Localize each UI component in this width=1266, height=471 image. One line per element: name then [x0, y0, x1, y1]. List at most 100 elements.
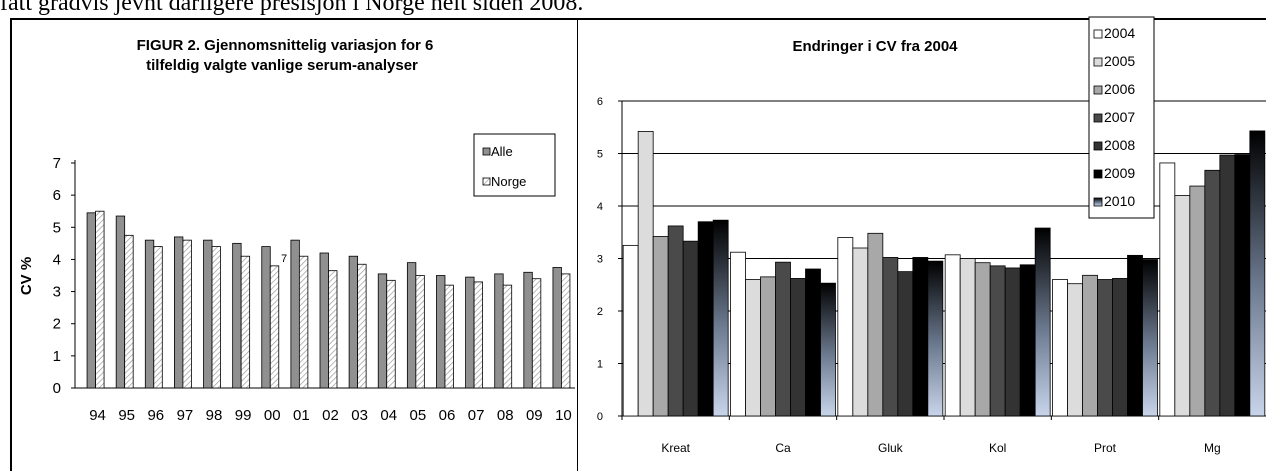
legend-swatch-2006 — [1093, 85, 1103, 95]
legend-label-2006: 2006 — [1104, 81, 1135, 97]
chart2-bar-2010 — [712, 219, 729, 417]
chart-figur-2: FIGUR 2. Gjennomsnittelig variasjon for … — [18, 37, 575, 424]
chart2-x-tick-label: Kreat — [661, 441, 690, 455]
chart2-bar-2005 — [1174, 195, 1191, 417]
chart2-bar-2006 — [1189, 185, 1206, 417]
chart1-x-tick-label: 04 — [380, 407, 397, 424]
chart1-bar-norge — [531, 278, 542, 389]
chart2-title: Endringer i CV fra 2004 — [792, 38, 958, 55]
chart2-bar-2008 — [897, 271, 914, 417]
chart1-bar-norge — [386, 279, 396, 389]
chart2-bar-2006 — [760, 276, 776, 417]
chart2-bar-2004 — [1052, 279, 1068, 417]
legend-swatch-2010 — [1093, 197, 1103, 207]
chart2-bar-2004 — [944, 254, 961, 417]
chart2-bar-2007 — [667, 225, 684, 417]
chart1-bar-norge — [328, 270, 338, 389]
chart2-bar-2005 — [852, 247, 869, 417]
chart2-bar-2006 — [1082, 274, 1098, 417]
chart2-bar-2009 — [1234, 154, 1251, 417]
chart2-x-tick-label: Kol — [989, 441, 1006, 455]
chart2-bar-2008 — [1112, 278, 1128, 417]
legend-label-2008: 2008 — [1104, 137, 1135, 153]
legend-swatch-2005 — [1093, 57, 1103, 67]
chart2-bar-2009 — [1127, 254, 1143, 417]
chart2-bar-2008 — [1219, 154, 1236, 417]
chart1-title-line-2: tilfeldig valgte vanlige serum-analyser — [146, 57, 418, 74]
chart2-bar-2008 — [682, 240, 699, 417]
chart2-bar-2007 — [1097, 279, 1113, 417]
chart2-y-tick-label: 3 — [597, 254, 603, 266]
chart2-x-tick-label: Mg — [1204, 441, 1221, 455]
legend-label-2005: 2005 — [1104, 53, 1135, 69]
legend-label-2009: 2009 — [1104, 165, 1135, 181]
chart1-x-tick-label: 05 — [410, 407, 427, 424]
chart1-x-tick-label: 97 — [177, 407, 194, 424]
chart1-bar-norge — [211, 246, 221, 389]
chart2-bar-2005 — [637, 131, 654, 417]
chart2-bar-2010 — [927, 260, 944, 417]
chart2-bar-2004 — [1159, 162, 1176, 417]
chart2-y-tick-label: 0 — [597, 411, 603, 423]
chart1-x-tick-label: 02 — [322, 407, 339, 424]
chart2-bar-2007 — [1204, 169, 1221, 417]
chart2-bar-2005 — [745, 279, 761, 417]
legend-label-alle: Alle — [491, 144, 513, 159]
chart1-bar-norge — [561, 273, 571, 389]
chart1-x-tick-label: 95 — [118, 407, 135, 424]
chart1-x-tick-label: 08 — [497, 407, 514, 424]
figure-divider — [577, 18, 578, 471]
chart1-bar-norge — [124, 234, 134, 389]
chart2-bar-2005 — [959, 258, 976, 417]
chart2-bar-2007 — [989, 265, 1006, 417]
chart1-y-tick-label: 6 — [53, 187, 61, 204]
chart2-bar-2007 — [882, 257, 899, 417]
chart2-y-tick-label: 2 — [597, 306, 603, 318]
legend-swatch-2009 — [1093, 169, 1103, 179]
chart2-legend: 2004 2005 2006 2007 2008 2009 2010 — [1088, 16, 1155, 219]
chart1-bar-norge — [444, 284, 454, 389]
chart2-y-tick-label: 6 — [597, 96, 603, 108]
chart1-x-tick-label: 07 — [468, 407, 485, 424]
chart2-bar-2006 — [652, 236, 669, 417]
chart1-bar-norge — [473, 281, 483, 389]
chart2-bar-2009 — [1019, 264, 1036, 417]
chart2-y-tick-label: 1 — [597, 359, 603, 371]
chart2-bar-2009 — [805, 268, 821, 417]
chart2-bar-2010 — [820, 282, 836, 417]
chart1-bar-norge — [502, 284, 513, 389]
chart2-bar-2004 — [837, 237, 854, 417]
chart1-x-tick-label: 94 — [89, 407, 106, 424]
chart2-bar-2005 — [1067, 283, 1083, 417]
legend-label-2010: 2010 — [1104, 193, 1135, 209]
chart1-x-tick-label: 00 — [264, 407, 281, 424]
chart1-x-tick-label: 99 — [235, 407, 252, 424]
chart1-bar-norge — [269, 265, 280, 389]
chart1-bar-norge — [240, 255, 251, 389]
chart1-bar-norge — [95, 210, 105, 389]
figure-frame — [10, 18, 1266, 471]
chart1-x-tick-label: 09 — [526, 407, 543, 424]
chart1-y-tick-label: 7 — [53, 155, 61, 172]
chart2-x-tick-label: Prot — [1094, 441, 1117, 455]
chart1-y-tick-label: 3 — [53, 284, 61, 301]
chart1-annotation: 7 — [281, 253, 287, 265]
chart1-x-tick-label: 10 — [555, 407, 572, 424]
chart2-y-tick-label: 4 — [597, 201, 603, 213]
chart2-bar-2008 — [1004, 267, 1021, 417]
chart1-y-axis-label: CV % — [18, 257, 35, 295]
chart2-bar-2009 — [912, 257, 929, 417]
chart1-y-tick-label: 4 — [53, 251, 61, 268]
chart1-x-tick-label: 03 — [351, 407, 368, 424]
legend-swatch-2007 — [1093, 113, 1103, 123]
chart2-x-tick-label: Ca — [775, 441, 791, 455]
chart1-x-tick-label: 96 — [147, 407, 164, 424]
chart2-bar-2010 — [1142, 259, 1158, 417]
chart2-y-tick-label: 5 — [597, 149, 603, 161]
chart1-legend: Alle Norge — [473, 133, 556, 197]
chart2-x-tick-label: Gluk — [878, 441, 904, 455]
cutline-text: fått gradvis jevnt dårligere presisjon i… — [0, 0, 584, 16]
chart2-bar-2006 — [867, 232, 884, 417]
chart1-y-tick-label: 1 — [53, 348, 61, 365]
